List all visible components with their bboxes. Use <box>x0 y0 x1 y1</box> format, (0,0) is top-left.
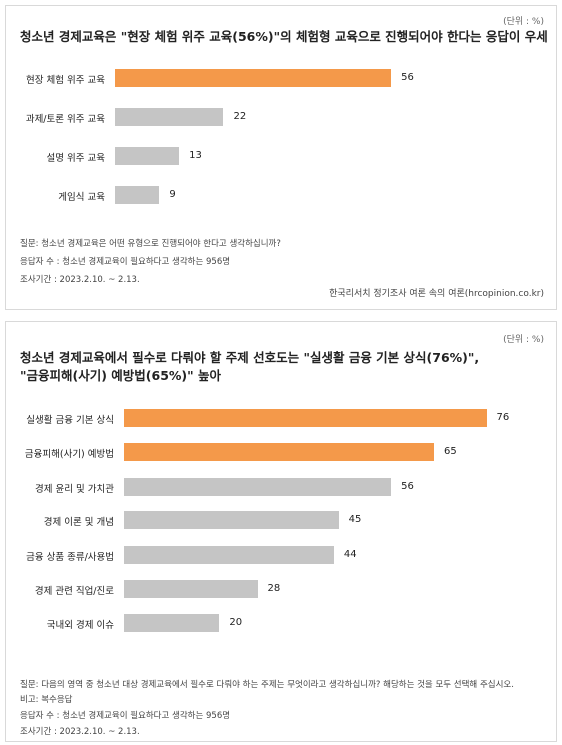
category-label: 현장 체험 위주 교육 <box>26 75 105 86</box>
unit-label: (단위 : %) <box>503 335 544 345</box>
value-label: 28 <box>267 583 281 594</box>
unit-label: (단위 : %) <box>503 17 544 27</box>
bar <box>124 614 220 632</box>
footnote-remark: 비고: 복수응답 <box>20 695 73 705</box>
category-label: 금융피해(사기) 예방법 <box>24 449 114 460</box>
value-label: 22 <box>233 111 247 122</box>
value-label: 13 <box>189 150 202 161</box>
value-label: 45 <box>348 514 362 525</box>
category-label: 경제 관련 직업/진로 <box>34 586 114 597</box>
category-label: 국내외 경제 이슈 <box>46 620 114 631</box>
source-credit: 한국리서치 정기조사 여론 속의 여론(hrcopinion.co.kr) <box>329 289 544 299</box>
bar <box>124 409 487 427</box>
category-label: 게임식 교육 <box>58 192 105 203</box>
value-label: 56 <box>401 72 414 83</box>
bar <box>124 580 258 598</box>
chart-card-1: (단위 : %) 청소년 경제교육은 "현장 체험 위주 교육(56%)"의 체… <box>5 5 557 310</box>
bar <box>115 108 224 126</box>
footnote-period: 조사기간 : 2023.2.10. ~ 2.13. <box>20 727 140 737</box>
bar <box>124 511 339 529</box>
value-label: 9 <box>169 189 176 200</box>
chart-title-line: 청소년 경제교육은 "현장 체험 위주 교육(56%)"의 체험형 교육으로 진… <box>20 29 548 44</box>
footnote-respondents: 응답자 수 : 청소년 경제교육이 필요하다고 생각하는 956명 <box>20 711 231 721</box>
value-label: 76 <box>496 412 510 423</box>
footnote-question: 질문: 다음의 영역 중 청소년 대상 경제교육에서 필수로 다뤄야 하는 주제… <box>20 680 514 690</box>
category-label: 설명 위주 교육 <box>46 153 105 164</box>
bar <box>115 69 392 87</box>
chart-title-line: "금융피해(사기) 예방법(65%)" 높아 <box>20 368 222 383</box>
category-label: 과제/토론 위주 교육 <box>25 114 105 125</box>
category-label: 금융 상품 종류/사용법 <box>26 552 114 563</box>
bar <box>115 186 160 204</box>
bar <box>124 546 334 564</box>
chart-card-2: (단위 : %) 청소년 경제교육에서 필수로 다뤄야 할 주제 선호도는 "실… <box>5 321 557 742</box>
footnote-respondents: 응답자 수 : 청소년 경제교육이 필요하다고 생각하는 956명 <box>20 257 231 267</box>
bar <box>124 443 435 461</box>
value-label: 65 <box>444 446 457 457</box>
chart-title: 청소년 경제교육에서 필수로 다뤄야 할 주제 선호도는 "실생활 금융 기본 … <box>20 349 479 385</box>
value-label: 20 <box>229 617 243 628</box>
footnote-question: 질문: 청소년 경제교육은 어떤 유형으로 진행되어야 한다고 생각하십니까? <box>20 239 281 249</box>
value-label: 56 <box>401 481 414 492</box>
value-label: 44 <box>343 549 357 560</box>
chart-title-line: 청소년 경제교육에서 필수로 다뤄야 할 주제 선호도는 "실생활 금융 기본 … <box>20 350 480 365</box>
footnote-period: 조사기간 : 2023.2.10. ~ 2.13. <box>20 275 140 285</box>
bar <box>124 478 392 496</box>
category-label: 실생활 금융 기본 상식 <box>26 415 114 426</box>
category-label: 경제 윤리 및 가치관 <box>35 484 114 495</box>
chart-title: 청소년 경제교육은 "현장 체험 위주 교육(56%)"의 체험형 교육으로 진… <box>20 28 548 46</box>
bar <box>115 147 180 165</box>
category-label: 경제 이론 및 개념 <box>43 517 114 528</box>
